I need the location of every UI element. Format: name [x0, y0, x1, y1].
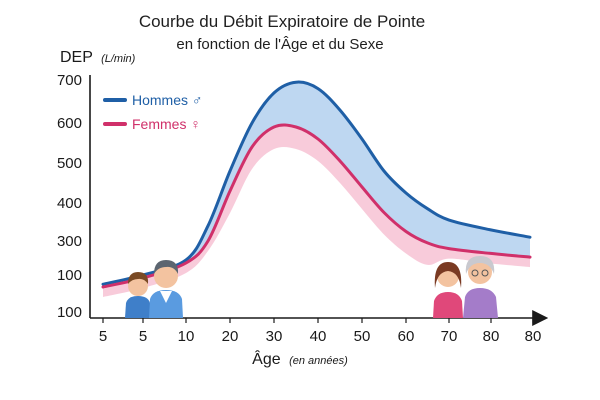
x-tick-label: 80 — [483, 328, 500, 345]
x-tick-label: 50 — [354, 328, 371, 345]
y-tick-label: 100 — [57, 304, 82, 321]
y-tick-label: 400 — [57, 195, 82, 212]
elderly-woman-icon — [463, 256, 498, 318]
x-axis-label: Âge — [252, 349, 281, 368]
x-tick-label: 5 — [99, 328, 107, 345]
child-icon — [125, 272, 151, 318]
x-tick-label: 40 — [310, 328, 327, 345]
x-ticks: 5 5 10 20 30 40 50 60 70 80 80 — [99, 318, 542, 345]
y-tick-label: 600 — [57, 115, 82, 132]
x-tick-label: 20 — [222, 328, 239, 345]
y-axis-title: DEP (L/min) — [60, 49, 136, 66]
legend-label: Femmes ♀ — [132, 116, 201, 132]
x-tick-label: 30 — [266, 328, 283, 345]
series-lines — [101, 80, 532, 289]
x-axis-title: Âge (en années) — [252, 349, 348, 368]
y-tick-label: 100 — [57, 267, 82, 284]
y-tick-label: 500 — [57, 155, 82, 172]
x-tick-label: 70 — [441, 328, 458, 345]
adult-man-icon — [149, 260, 183, 318]
femmes-area — [103, 124, 530, 297]
x-tick-label: 5 — [139, 328, 147, 345]
femmes-line — [101, 123, 532, 289]
x-tick-label: 80 — [525, 328, 542, 345]
y-ticks: 700 600 500 400 300 100 100 — [57, 72, 82, 321]
legend-label: Hommes ♂ — [132, 92, 202, 108]
legend: Hommes ♂ Femmes ♀ — [103, 92, 202, 132]
y-axis-label: DEP — [60, 49, 93, 66]
x-tick-label: 10 — [178, 328, 195, 345]
x-tick-label: 60 — [398, 328, 415, 345]
y-tick-label: 700 — [57, 72, 82, 89]
x-axis-unit: (en années) — [289, 355, 348, 367]
hommes-line — [101, 80, 532, 286]
y-axis-unit: (L/min) — [101, 53, 136, 65]
chart-subtitle: en fonction de l'Âge et du Sexe — [176, 36, 383, 53]
chart-title: Courbe du Débit Expiratoire de Pointe — [139, 12, 425, 31]
woman-icon — [433, 262, 463, 318]
y-tick-label: 300 — [57, 233, 82, 250]
